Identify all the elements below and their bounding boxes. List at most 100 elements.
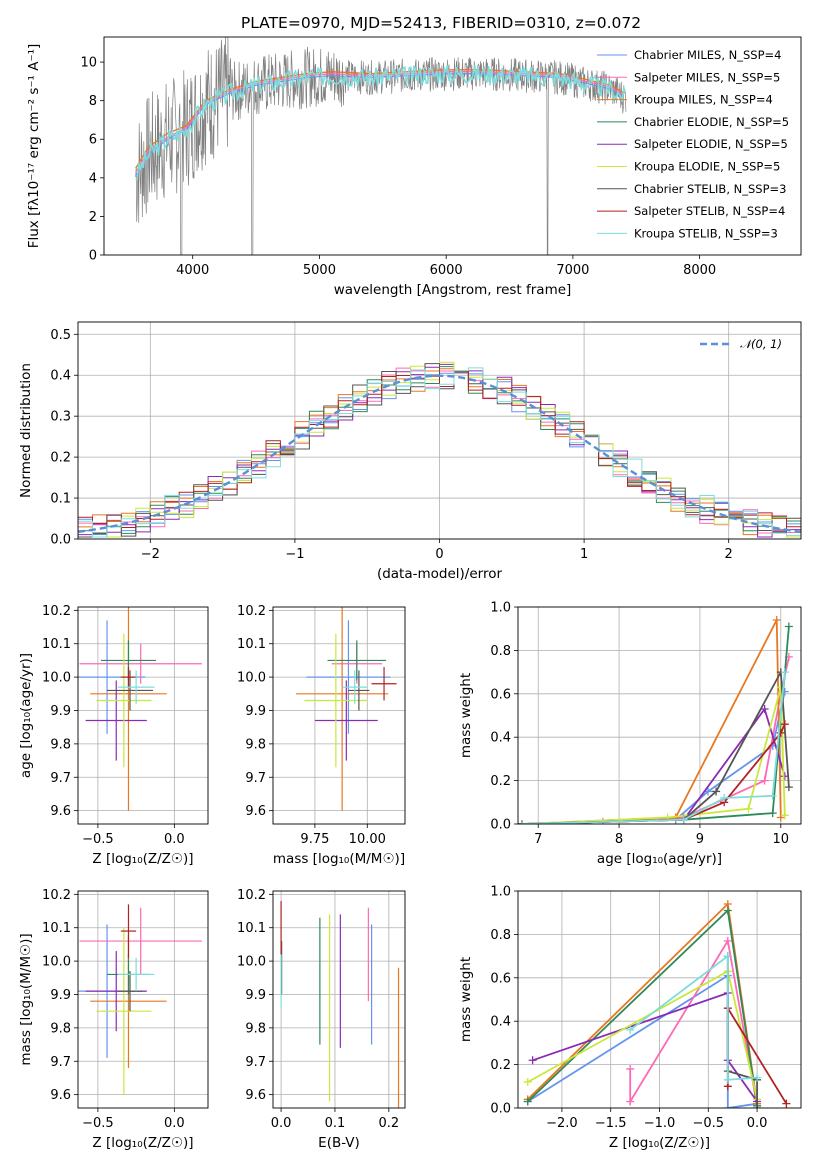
plot-area xyxy=(296,607,397,811)
y-tick-label: 9.7 xyxy=(245,1055,266,1070)
x-tick-label: 8 xyxy=(615,832,623,847)
panel-weight_vs_age: 7 8 9 10 0.0 0.2 0.4 0.6 0.8 1.0 age [log₁₀(age/yr… xyxy=(458,601,802,867)
y-tick-label: 0.4 xyxy=(50,369,71,384)
y-tick-label: 9.6 xyxy=(50,1088,71,1103)
y-tick-label: 9.6 xyxy=(50,804,71,819)
legend-label: Salpeter STELIB, N_SSP=4 xyxy=(634,204,785,218)
y-tick-label: 0 xyxy=(89,249,97,264)
y-tick-label: 9.6 xyxy=(245,804,266,819)
weight-marker-kroupa_stelib xyxy=(679,815,688,824)
y-tick-label: 6 xyxy=(89,133,97,148)
observed-spectrum-line xyxy=(135,37,627,255)
y-tick-label: 9.8 xyxy=(245,1021,266,1036)
x-tick-label: −1.0 xyxy=(644,1116,676,1131)
y-tick-label: 9.7 xyxy=(50,771,71,786)
histogram-step-kroupa_stelib xyxy=(78,367,801,538)
y-tick-label: 9.9 xyxy=(50,704,71,719)
weight-marker-chabrier_elodie xyxy=(523,1097,532,1106)
x-tick-label: 0.2 xyxy=(378,1116,399,1131)
legend-label: Salpeter ELODIE, N_SSP=5 xyxy=(634,137,788,151)
y-tick-label: 0.6 xyxy=(490,971,511,986)
axes-frame xyxy=(77,890,209,1109)
x-tick-label: −0.5 xyxy=(82,832,114,847)
figure-title: PLATE=0970, MJD=52413, FIBERID=0310, z=0… xyxy=(241,14,641,32)
plot-area xyxy=(78,607,202,811)
x-tick-label: 9.75 xyxy=(300,832,329,847)
model-line-chabrier_miles xyxy=(135,73,624,177)
y-axis-label: Flux [fλ10⁻¹⁷ erg cm⁻² s⁻¹ A⁻¹] xyxy=(26,44,42,249)
panel-weight_vs_Z: −2.0 −1.5 −1.0 −0.5 0.0 0.0 0.2 0.4 0.6 0.8 1.0 Z [… xyxy=(458,885,802,1151)
x-axis-label: (data-model)/error xyxy=(377,566,503,582)
legend-label: Kroupa ELODIE, N_SSP=5 xyxy=(634,160,780,174)
y-tick-label: 1.0 xyxy=(490,885,511,900)
model-line-salpeter_miles xyxy=(135,71,624,173)
weight-marker-chabrier_stelib xyxy=(753,1104,762,1108)
y-tick-label: 10.1 xyxy=(42,637,71,652)
weight-line-salpeter_elodie xyxy=(532,991,758,1103)
weight-marker-kroupa_miles xyxy=(772,616,781,625)
x-axis-label: mass [log₁₀(M/M☉)] xyxy=(273,851,405,867)
axes-frame xyxy=(272,606,406,825)
y-tick-label: 0.0 xyxy=(490,818,511,833)
plot-area xyxy=(135,37,627,255)
x-tick-label: 8000 xyxy=(683,263,716,278)
x-tick-label: 5000 xyxy=(303,263,336,278)
weight-marker-kroupa_stelib xyxy=(518,820,527,824)
x-tick-label: 10 xyxy=(773,832,790,847)
y-axis-label: mass weight xyxy=(458,673,474,758)
weight-marker-salpeter_miles xyxy=(626,1064,635,1073)
weight-marker-chabrier_elodie xyxy=(784,622,793,631)
y-tick-label: 10.2 xyxy=(237,604,266,619)
weight-marker-kroupa_stelib xyxy=(780,668,789,677)
y-tick-label: 0.6 xyxy=(490,687,511,702)
weight-marker-chabrier_stelib xyxy=(784,783,793,792)
x-tick-label: 4000 xyxy=(176,263,209,278)
y-tick-label: 10.2 xyxy=(42,604,71,619)
x-tick-label: −2.0 xyxy=(546,1116,578,1131)
x-tick-label: 2 xyxy=(725,547,733,562)
x-axis-label: wavelength [Angstrom, rest frame] xyxy=(334,282,572,298)
y-tick-label: 1.0 xyxy=(490,601,511,616)
y-tick-label: 9.9 xyxy=(50,988,71,1003)
weight-line-salpeter_elodie xyxy=(521,707,786,824)
x-tick-label: 0.0 xyxy=(747,1116,768,1131)
y-tick-label: 9.8 xyxy=(50,1021,71,1036)
y-tick-label: 10.2 xyxy=(42,888,71,903)
legend: Chabrier MILES, N_SSP=4 Salpeter MILES, N… xyxy=(597,48,789,240)
weight-marker-salpeter_stelib xyxy=(780,720,789,729)
x-tick-label: −0.5 xyxy=(693,1116,725,1131)
y-tick-label: 0.2 xyxy=(490,774,511,789)
y-tick-label: 9.9 xyxy=(245,988,266,1003)
x-tick-label: 7 xyxy=(534,832,542,847)
weight-marker-kroupa_stelib xyxy=(753,1073,762,1082)
x-axis-label: age [log₁₀(age/yr)] xyxy=(597,851,722,867)
x-axis-label: E(B-V) xyxy=(318,1135,360,1151)
x-tick-label: −2 xyxy=(141,547,160,562)
axes-frame xyxy=(517,606,802,825)
y-tick-label: 0.0 xyxy=(50,533,71,548)
y-tick-label: 0.8 xyxy=(490,644,511,659)
y-tick-label: 10.0 xyxy=(42,955,71,970)
x-tick-label: 10.00 xyxy=(349,832,386,847)
weight-marker-kroupa_stelib xyxy=(723,1075,732,1084)
plot-area xyxy=(518,616,793,824)
y-tick-label: 0.4 xyxy=(490,731,511,746)
gaussian-curve xyxy=(78,374,801,533)
y-axis-label: mass [log₁₀(M/M☉)] xyxy=(18,933,34,1065)
plot-area xyxy=(78,361,801,538)
y-tick-label: 10.1 xyxy=(237,637,266,652)
legend-label: Salpeter MILES, N_SSP=5 xyxy=(634,70,780,84)
y-tick-label: 9.8 xyxy=(50,737,71,752)
axes-frame xyxy=(103,36,802,256)
plot-area xyxy=(280,901,400,1108)
legend-label: Kroupa STELIB, N_SSP=3 xyxy=(634,226,778,240)
x-tick-label: 0 xyxy=(435,547,443,562)
weight-marker-salpeter_elodie xyxy=(528,1056,537,1065)
weight-line-kroupa_stelib xyxy=(629,954,758,1081)
x-tick-label: 9 xyxy=(696,832,704,847)
y-tick-label: 2 xyxy=(89,210,97,225)
panel-mass_vs_Z: −0.5 0.0 9.6 9.7 9.8 9.9 10.0 10.1 10.2 Z [log₁₀(… xyxy=(18,888,209,1151)
weight-marker-chabrier_miles xyxy=(723,1104,732,1108)
axes-frame xyxy=(517,890,802,1109)
